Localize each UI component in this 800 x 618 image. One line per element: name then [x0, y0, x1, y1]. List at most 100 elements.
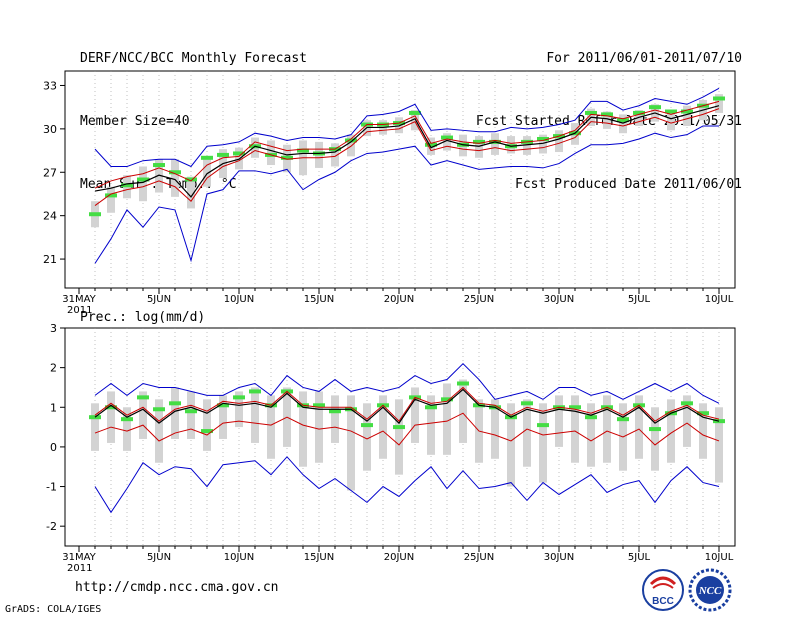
temperature-spread-box: [267, 140, 275, 166]
precipitation-xtick-label: 25JUN: [464, 552, 494, 563]
precipitation-spread-box: [155, 399, 163, 463]
temperature-ytick-label: 30: [43, 123, 57, 136]
precipitation-spread-box: [347, 395, 355, 491]
precipitation-median-mark: [185, 409, 197, 414]
precipitation-spread-box: [587, 403, 595, 467]
temperature-spread-box: [171, 159, 179, 197]
precipitation-xtick-label: 20JUN: [384, 552, 414, 563]
temperature-median-mark: [681, 109, 693, 114]
temperature-year-label: 2011: [67, 305, 92, 316]
precipitation-median-mark: [201, 429, 213, 434]
precipitation-median-mark: [393, 425, 405, 430]
precipitation-median-mark: [521, 401, 533, 406]
temperature-median-mark: [297, 148, 309, 153]
precipitation-ytick-label: -1: [46, 481, 57, 494]
temperature-median-mark: [601, 112, 613, 117]
temperature-median-mark: [713, 96, 725, 101]
chart-title: DERF/NCC/BCC Monthly Forecast: [80, 51, 307, 66]
temperature-spread-box: [635, 110, 643, 126]
temperature-xtick-label: 30JUN: [544, 294, 574, 305]
temperature-median-mark: [425, 142, 437, 147]
temperature-min-line: [94, 125, 719, 264]
precipitation-median-mark: [249, 389, 261, 394]
temperature-median-mark: [217, 152, 229, 157]
precipitation-spread-box: [219, 395, 227, 439]
precipitation-frame: [64, 327, 736, 547]
precipitation-median-mark: [329, 409, 341, 414]
temperature-spread-box: [491, 133, 499, 155]
temperature-median-mark: [169, 170, 181, 175]
temperature-median-mark: [201, 155, 213, 160]
temperature-spread-box: [683, 105, 691, 126]
temperature-spread-box: [155, 159, 163, 193]
precipitation-median-mark: [313, 403, 325, 408]
source-url[interactable]: http://cmdp.ncc.cma.gov.cn: [75, 580, 279, 595]
temperature-spread-box: [139, 166, 147, 202]
precipitation-spread-box: [363, 403, 371, 471]
precipitation-min-line: [94, 456, 720, 514]
precipitation-spread-box: [571, 395, 579, 463]
temperature-spread-box: [475, 136, 483, 158]
precipitation-median-mark: [681, 401, 693, 406]
member-size: Member Size=40: [80, 114, 190, 129]
precipitation-spread-box: [443, 383, 451, 455]
temperature-median-mark: [649, 105, 661, 110]
temperature-median-mark: [137, 177, 149, 182]
precipitation-spread-box: [315, 391, 323, 463]
precipitation-xtick-label: 30JUN: [544, 552, 574, 563]
temperature-spread-box: [555, 130, 563, 153]
temperature-xtick-label: 20JUN: [384, 294, 414, 305]
temperature-median-mark: [105, 193, 117, 198]
precipitation-spread-box: [715, 407, 723, 483]
precipitation-spread-box: [187, 391, 195, 439]
precipitation-median-mark: [425, 405, 437, 410]
precipitation-spread-box: [555, 395, 563, 447]
precipitation-median-mark: [697, 411, 709, 416]
temperature-median-mark: [633, 110, 645, 115]
precipitation-ytick-label: 3: [50, 322, 57, 335]
precipitation-spread-box: [635, 395, 643, 459]
grads-credit: GrADS: COLA/IGES: [5, 604, 102, 615]
precipitation-panel: -2 -1 0 1 2 3 31MAY 5JUN 10JUN 15JUN 20JUN 25JUN 30J…: [46, 310, 736, 574]
precipitation-spread-box: [699, 403, 707, 459]
temperature-panel: 21 24 27 30 33 31MAY 5JUN 10JUN 15JUN 20JUN 25JUN 3…: [43, 70, 736, 316]
precipitation-spread-box: [379, 395, 387, 459]
temperature-median-mark: [185, 177, 197, 182]
temperature-spread-box: [395, 117, 403, 134]
precipitation-ytick-label: 1: [50, 401, 57, 414]
produced-date: Fcst Produced Date 2011/06/01: [515, 177, 742, 192]
precipitation-median-mark: [585, 415, 597, 420]
temperature-median-mark: [537, 136, 549, 141]
precipitation-spread-box: [491, 399, 499, 459]
precipitation-spread-box: [139, 391, 147, 439]
temperature-median-mark: [121, 183, 133, 188]
temperature-max-line: [94, 87, 720, 168]
temperature-xtick-label: 10JUN: [224, 294, 254, 305]
precipitation-median-mark: [153, 407, 165, 412]
precipitation-spread-box: [667, 399, 675, 463]
temperature-spread-box: [443, 133, 451, 151]
temperature-xtick-label: 5JUN: [147, 294, 171, 305]
precipitation-spread-box: [507, 403, 515, 487]
precipitation-median-mark: [233, 395, 245, 400]
temperature-spread-box: [347, 134, 355, 157]
temperature-median-mark: [441, 135, 453, 140]
temperature-lower-line: [94, 108, 720, 206]
temperature-spread-box: [203, 159, 211, 187]
precipitation-spread-box: [411, 387, 419, 443]
precipitation-spread-box: [171, 387, 179, 439]
precipitation-spread-box: [427, 395, 435, 455]
temperature-spread-box: [715, 94, 723, 113]
precipitation-ytick-label: 0: [50, 441, 57, 454]
precipitation-xtick-label: 31MAY: [62, 552, 96, 563]
precipitation-spread-box: [235, 391, 243, 428]
precipitation-xtick-label: 10JUL: [705, 552, 734, 563]
bcc-logo: BCC: [642, 569, 684, 611]
precipitation-spread-box: [107, 391, 115, 443]
temperature-spread-box: [523, 136, 531, 155]
precipitation-xtick-label: 5JUN: [147, 552, 171, 563]
precipitation-median-mark: [649, 427, 661, 432]
precipitation-spread-box: [251, 387, 259, 443]
precipitation-max-line: [94, 362, 720, 404]
